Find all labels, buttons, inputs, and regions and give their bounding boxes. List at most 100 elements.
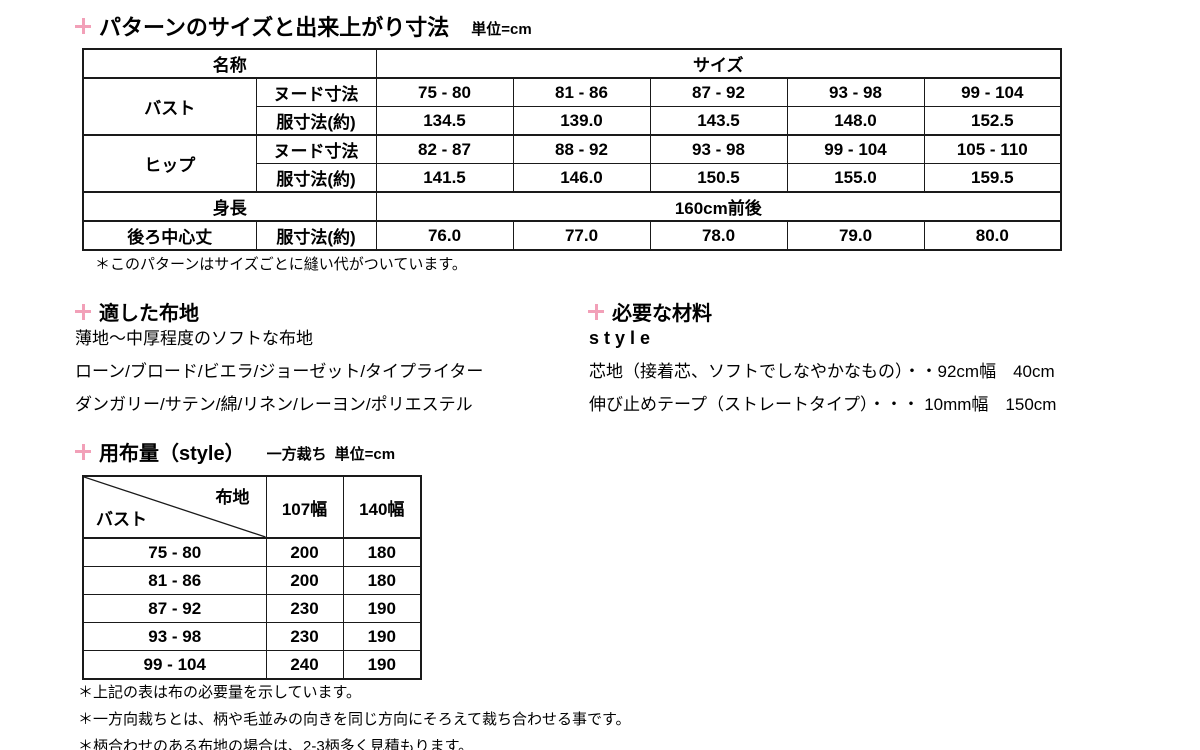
unit-label: 単位=cm bbox=[471, 20, 532, 38]
usage-header-row: 布地 バスト 107幅 140幅 bbox=[82, 475, 422, 539]
usage-cell: 190 bbox=[342, 594, 422, 623]
usage-table: 布地 バスト 107幅 140幅 75 - 80 200 180 81 - 86… bbox=[82, 475, 422, 680]
plus-icon bbox=[75, 443, 91, 460]
usage-cell: 240 bbox=[265, 650, 344, 680]
bust-axis-label: バスト bbox=[96, 510, 147, 529]
fabric-section-header: 適した布地 bbox=[75, 297, 199, 326]
bust-nude-row: バスト ヌード寸法 75 - 80 81 - 86 87 - 92 93 - 9… bbox=[82, 77, 1062, 136]
plus-icon bbox=[75, 18, 91, 34]
usage-row: 93 - 98 230 190 bbox=[82, 622, 422, 651]
diagonal-line bbox=[84, 477, 266, 537]
name-header-cell: 名称 bbox=[82, 48, 377, 79]
size-cell: 139.0 bbox=[512, 106, 651, 136]
size-cell: 88 - 92 bbox=[512, 134, 651, 164]
size-cell: 143.5 bbox=[649, 106, 788, 136]
plus-icon bbox=[588, 303, 604, 320]
size-cell: 76.0 bbox=[375, 220, 514, 251]
size-cell: 77.0 bbox=[512, 220, 651, 251]
usage-row: 75 - 80 200 180 bbox=[82, 537, 422, 567]
size-table-header-row: 名称 サイズ bbox=[82, 48, 1062, 79]
garment-label-cell: 服寸法(約) bbox=[255, 220, 377, 251]
fabric-axis-label: 布地 bbox=[215, 488, 250, 507]
usage-row: 87 - 92 230 190 bbox=[82, 594, 422, 623]
nude-label-cell: ヌード寸法 bbox=[255, 77, 377, 107]
garment-label-cell: 服寸法(約) bbox=[255, 106, 377, 136]
cutting-method-label: 一方裁ち bbox=[266, 446, 327, 463]
nude-label-cell: ヌード寸法 bbox=[255, 134, 377, 164]
usage-row: 81 - 86 200 180 bbox=[82, 566, 422, 595]
usage-note: ＊上記の表は布の必要量を示しています。 bbox=[78, 684, 362, 701]
size-cell: 82 - 87 bbox=[375, 134, 514, 164]
back-length-row: 後ろ中心丈 服寸法(約) 76.0 77.0 78.0 79.0 80.0 bbox=[82, 220, 1062, 251]
bust-range-cell: 81 - 86 bbox=[82, 566, 267, 595]
bust-range-cell: 93 - 98 bbox=[82, 622, 267, 651]
size-cell: 155.0 bbox=[786, 163, 925, 193]
usage-note: ＊柄合わせのある布地の場合は、2-3柄多く見積もります。 bbox=[78, 738, 474, 750]
size-cell: 75 - 80 bbox=[375, 77, 514, 107]
size-cell: 78.0 bbox=[649, 220, 788, 251]
materials-section-header: 必要な材料 bbox=[588, 297, 712, 326]
usage-cell: 190 bbox=[342, 650, 422, 680]
bust-range-cell: 75 - 80 bbox=[82, 537, 267, 567]
size-cell: 93 - 98 bbox=[649, 134, 788, 164]
seam-allowance-note: ＊このパターンはサイズごとに縫い代がついています。 bbox=[95, 256, 467, 273]
size-cell: 80.0 bbox=[923, 220, 1062, 251]
diagonal-header-cell: 布地 バスト bbox=[82, 475, 267, 539]
back-length-label-cell: 後ろ中心丈 bbox=[82, 220, 257, 251]
size-cell: 159.5 bbox=[923, 163, 1062, 193]
width-140-header: 140幅 bbox=[342, 475, 422, 539]
usage-cell: 180 bbox=[342, 566, 422, 595]
bust-range-cell: 87 - 92 bbox=[82, 594, 267, 623]
size-cell: 141.5 bbox=[375, 163, 514, 193]
size-cell: 146.0 bbox=[512, 163, 651, 193]
material-line: 芯地（接着芯、ソフトでしなやかなもの）・・92cm幅 40cm bbox=[589, 362, 1055, 381]
usage-cell: 200 bbox=[265, 566, 344, 595]
usage-cell: 200 bbox=[265, 537, 344, 567]
fabric-section-title: 適した布地 bbox=[99, 303, 199, 325]
usage-cell: 230 bbox=[265, 594, 344, 623]
size-cell: 79.0 bbox=[786, 220, 925, 251]
materials-lines: style 芯地（接着芯、ソフトでしなやかなもの）・・92cm幅 40cm 伸び… bbox=[589, 322, 1056, 421]
bust-label-cell: バスト bbox=[82, 77, 257, 136]
size-cell: 99 - 104 bbox=[923, 77, 1062, 107]
fabric-line: 薄地〜中厚程度のソフトな布地 bbox=[75, 329, 313, 348]
size-cell: 150.5 bbox=[649, 163, 788, 193]
usage-section-header: 用布量（style） 一方裁ち 単位=cm bbox=[75, 437, 395, 466]
material-line: 伸び止めテープ（ストレートタイプ）・・・ 10mm幅 150cm bbox=[589, 395, 1057, 414]
height-value-cell: 160cm前後 bbox=[375, 191, 1062, 222]
size-cell: 99 - 104 bbox=[786, 134, 925, 164]
unit-label: 単位=cm bbox=[334, 446, 396, 463]
fabric-lines: 薄地〜中厚程度のソフトな布地 ローン/ブロード/ビエラ/ジョーゼット/タイプライ… bbox=[75, 322, 483, 421]
size-table: 名称 サイズ バスト ヌード寸法 75 - 80 81 - 86 87 - 92… bbox=[82, 48, 1063, 251]
hip-nude-row: ヒップ ヌード寸法 82 - 87 88 - 92 93 - 98 99 - 1… bbox=[82, 134, 1062, 193]
style-label: style bbox=[589, 328, 656, 348]
width-107-header: 107幅 bbox=[265, 475, 344, 539]
garment-label-cell: 服寸法(約) bbox=[255, 163, 377, 193]
size-cell: 148.0 bbox=[786, 106, 925, 136]
page-title: パターンのサイズと出来上がり寸法 bbox=[99, 15, 450, 40]
materials-section-title: 必要な材料 bbox=[612, 303, 712, 325]
size-cell: 81 - 86 bbox=[512, 77, 651, 107]
bust-garment-row: 服寸法(約) 134.5 139.0 143.5 148.0 152.5 bbox=[83, 106, 1062, 136]
usage-cell: 180 bbox=[342, 537, 422, 567]
usage-section-title: 用布量（style） bbox=[99, 443, 245, 465]
bust-range-cell: 99 - 104 bbox=[82, 650, 267, 680]
size-cell: 87 - 92 bbox=[649, 77, 788, 107]
height-label-cell: 身長 bbox=[82, 191, 377, 222]
fabric-line: ダンガリー/サテン/綿/リネン/レーヨン/ポリエステル bbox=[75, 395, 473, 414]
size-section-header: パターンのサイズと出来上がり寸法 単位=cm bbox=[75, 10, 532, 42]
size-cell: 152.5 bbox=[923, 106, 1062, 136]
fabric-line: ローン/ブロード/ビエラ/ジョーゼット/タイプライター bbox=[75, 362, 484, 381]
size-cell: 134.5 bbox=[375, 106, 514, 136]
usage-cell: 190 bbox=[342, 622, 422, 651]
usage-notes: ＊上記の表は布の必要量を示しています。 ＊一方向裁ちとは、柄や毛並みの向きを同じ… bbox=[78, 679, 630, 750]
usage-note: ＊一方向裁ちとは、柄や毛並みの向きを同じ方向にそろえて裁ち合わせる事です。 bbox=[78, 711, 631, 728]
height-row: 身長 160cm前後 bbox=[82, 191, 1062, 222]
hip-garment-row: 服寸法(約) 141.5 146.0 150.5 155.0 159.5 bbox=[83, 163, 1062, 193]
size-header-cell: サイズ bbox=[375, 48, 1062, 79]
usage-cell: 230 bbox=[265, 622, 344, 651]
usage-row: 99 - 104 240 190 bbox=[82, 650, 422, 680]
plus-icon bbox=[75, 303, 91, 320]
size-cell: 93 - 98 bbox=[786, 77, 925, 107]
